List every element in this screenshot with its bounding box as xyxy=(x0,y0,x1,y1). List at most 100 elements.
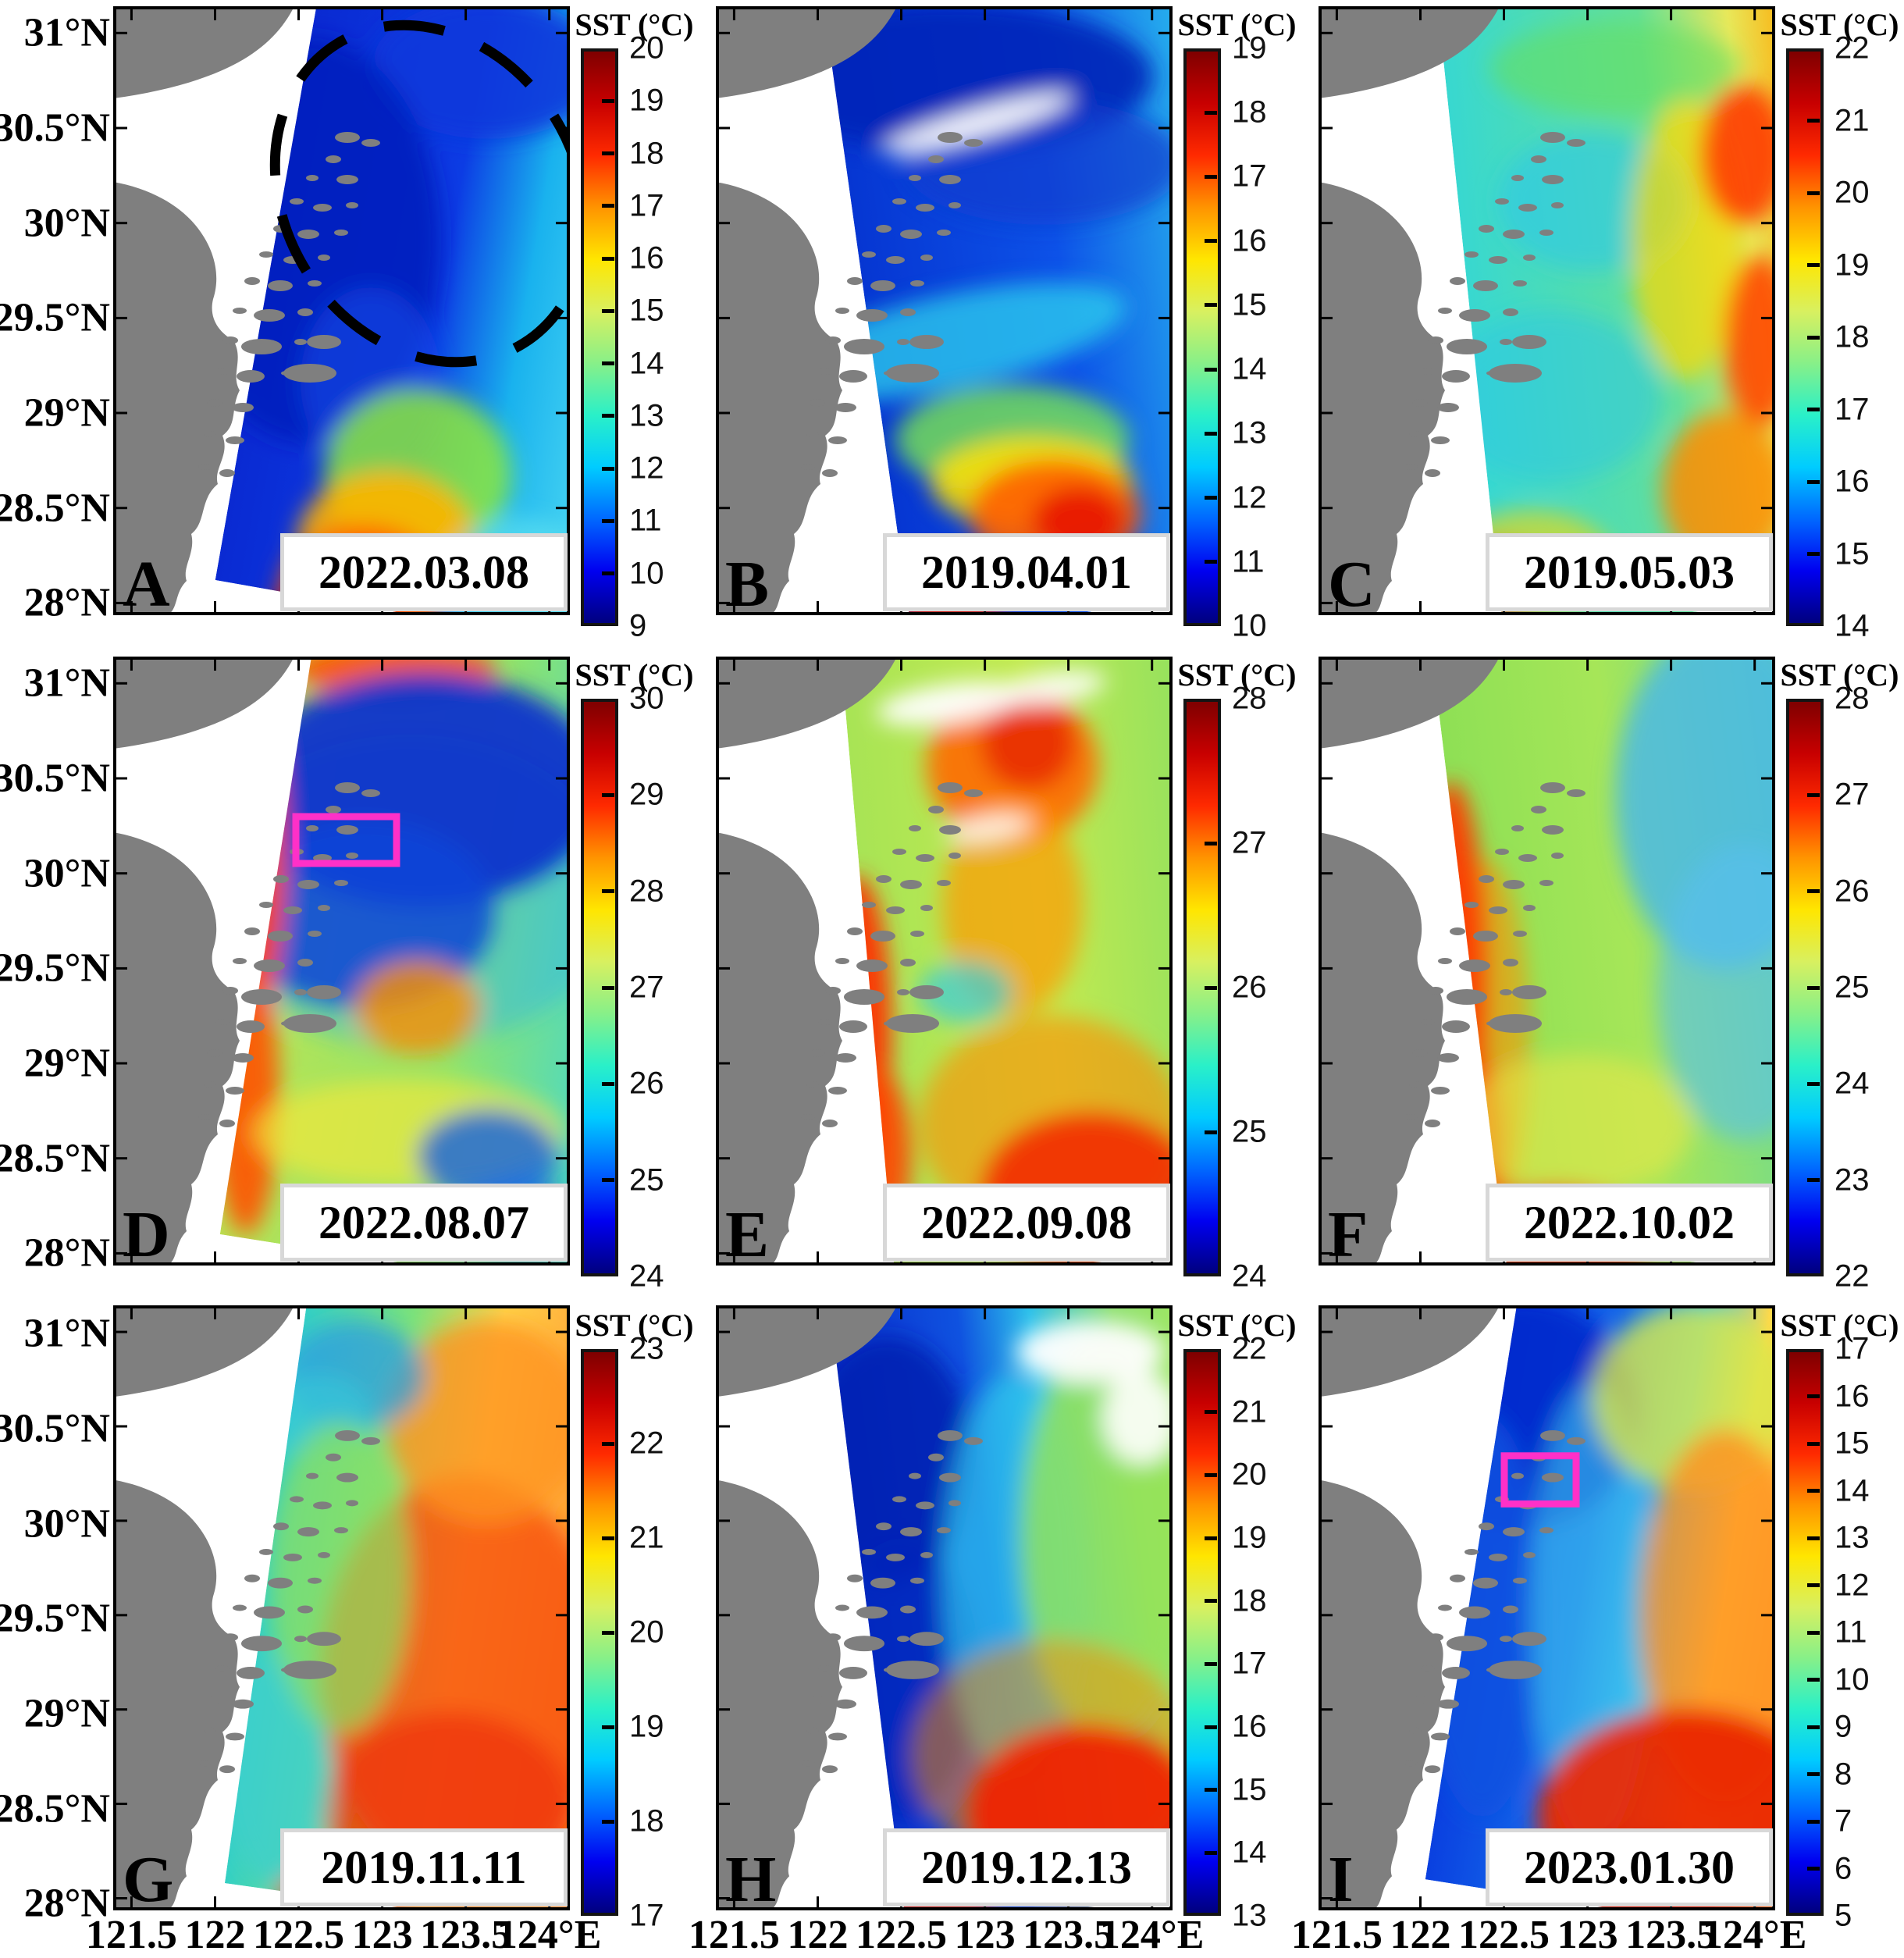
map-area: H 2019.12.13 121.5 122 122.5 123 123.5 124°E xyxy=(689,1301,1204,1957)
colorbar-tick-label: 22 xyxy=(1835,30,1870,66)
colorbar-bar: 23 22 21 20 19 18 17 xyxy=(581,1332,664,1933)
colorbar-tick xyxy=(1807,408,1820,411)
colorbar-tick-label: 9 xyxy=(629,608,647,643)
colorbar-tick-label: 15 xyxy=(1232,287,1267,322)
colorbar-tick-label: 17 xyxy=(1835,392,1870,426)
colorbar-tick-label: 21 xyxy=(1835,103,1870,137)
colorbar-tick-label: 11 xyxy=(629,503,662,538)
colorbar-tick-label: 19 xyxy=(1835,247,1870,282)
colorbar-tick xyxy=(602,985,614,990)
map-border xyxy=(1319,6,1775,615)
date-label: 2022.03.08 xyxy=(319,546,529,598)
colorbar-tick xyxy=(1807,1081,1820,1086)
colorbar-tick-label: 20 xyxy=(629,30,664,66)
colorbar-tick-label: 29 xyxy=(629,777,664,812)
sst-map: D 2022.08.07 xyxy=(113,657,570,1271)
map-area: G 2019.11.11 121.5 122 122.5 123 123.5 124°E xyxy=(86,1301,601,1957)
y-axis-labels: 31°N 30.5°N 30°N 29.5°N 29°N 28.5°N 28°N xyxy=(0,0,113,650)
map-border xyxy=(113,1305,570,1910)
y-tick-label: 30.5°N xyxy=(0,105,110,151)
colorbar-bar: 28 27 26 25 24 23 22 xyxy=(1786,682,1870,1294)
islands xyxy=(801,132,983,477)
colorbar-tick-label: 22 xyxy=(1232,1331,1267,1366)
dashed-ellipse-annotation xyxy=(269,20,570,368)
colorbar-tick xyxy=(602,792,614,797)
colorbar-tick-label: 26 xyxy=(629,1066,664,1101)
colorbar-title: SST (°C) xyxy=(1177,657,1297,692)
panel-letter: D xyxy=(123,1198,170,1271)
colorbar-tick-label: 20 xyxy=(629,1614,664,1650)
x-tick-label: 124°E xyxy=(1702,1913,1807,1957)
colorbar-tick-label: 24 xyxy=(1835,1066,1870,1101)
colorbar-tick-label: 10 xyxy=(629,556,664,591)
colorbar-tick-label: 22 xyxy=(629,1426,664,1461)
colorbar-tick xyxy=(1807,1583,1820,1587)
colorbar-tick-label: 18 xyxy=(629,1803,664,1839)
colorbar-tick xyxy=(602,98,614,103)
colorbar: SST (°C) 22 21 20 19 18 17 16 15 14 xyxy=(1775,0,1904,650)
panel-letter: H xyxy=(725,1842,777,1916)
colorbar-tick-label: 14 xyxy=(1232,351,1267,386)
colorbar-tick-label: 13 xyxy=(1232,415,1267,450)
x-tick-label: 124°E xyxy=(1099,1913,1205,1957)
colorbar-tick-label: 16 xyxy=(629,240,664,276)
colorbar-tick-label: 13 xyxy=(629,398,664,433)
sst-map: H 2019.12.13 xyxy=(716,1305,1173,1916)
colorbar-tick-label: 17 xyxy=(1835,1331,1870,1366)
x-tick-label: 122 xyxy=(787,1913,849,1957)
colorbar-tick xyxy=(1807,335,1820,340)
land-mainland xyxy=(716,832,842,1266)
colorbar-tick-label: 10 xyxy=(1232,608,1267,643)
date-label-box: 2019.11.11 xyxy=(280,1828,568,1906)
colorbar-tick-label: 27 xyxy=(1232,825,1267,860)
colorbar-tick-label: 15 xyxy=(1232,1772,1267,1807)
colorbar: SST (°C) 22 21 20 19 18 17 16 15 14 13 xyxy=(1173,1301,1301,1952)
date-label-box: 2022.09.08 xyxy=(883,1184,1170,1262)
islands xyxy=(198,132,380,477)
map-area: A 2022.03.08 xyxy=(113,0,570,650)
colorbar-tick-label: 16 xyxy=(1232,1709,1267,1744)
map-border xyxy=(1319,1305,1775,1910)
y-tick-label: 29°N xyxy=(23,1691,110,1736)
colorbar-tick-label: 11 xyxy=(1835,1614,1867,1650)
colorbar-tick xyxy=(1807,985,1820,990)
islands xyxy=(198,1429,380,1774)
colorbar-tick-label: 17 xyxy=(629,188,664,223)
y-tick-label: 30.5°N xyxy=(0,1406,110,1451)
islands xyxy=(801,1429,983,1774)
colorbar-tick-label: 30 xyxy=(629,681,664,716)
x-tick-label: 123.5 xyxy=(1625,1913,1717,1957)
colorbar-bar: 20 19 18 17 16 15 14 13 12 11 10 9 xyxy=(581,31,664,643)
colorbar-tick xyxy=(1205,239,1217,244)
colorbar-tick xyxy=(1807,889,1820,894)
panel-letter: B xyxy=(725,547,770,621)
colorbar-tick xyxy=(1205,1472,1217,1477)
colorbar-tick-label: 13 xyxy=(1835,1520,1870,1555)
colorbar-tick-label: 12 xyxy=(629,450,664,486)
colorbar-title: SST (°C) xyxy=(575,657,694,692)
islands xyxy=(1404,132,1585,477)
colorbar-tick xyxy=(602,1081,614,1086)
map-border xyxy=(113,6,570,615)
colorbar-tick-label: 19 xyxy=(629,1709,664,1744)
date-label-box: 2023.01.30 xyxy=(1486,1828,1773,1906)
y-tick-label: 28°N xyxy=(23,580,110,625)
land-north xyxy=(1319,657,1500,749)
map-border xyxy=(716,6,1173,615)
land-mainland xyxy=(113,832,240,1266)
map-area: D 2022.08.07 xyxy=(113,650,570,1301)
colorbar-tick-label: 17 xyxy=(629,1898,664,1933)
colorbar-tick xyxy=(1807,119,1820,123)
colorbar-title: SST (°C) xyxy=(575,1308,694,1343)
date-label: 2022.09.08 xyxy=(921,1196,1132,1248)
colorbar-tick xyxy=(1807,1630,1820,1635)
colorbar-tick xyxy=(1205,1725,1217,1729)
y-tick-label: 30°N xyxy=(23,201,110,246)
date-label: 2019.12.13 xyxy=(921,1841,1132,1893)
colorbar-tick xyxy=(1205,367,1217,372)
colorbar-tick xyxy=(602,256,614,261)
colorbar-tick xyxy=(602,1630,614,1635)
y-tick-label: 28°N xyxy=(23,1881,110,1926)
colorbar-tick-label: 14 xyxy=(1835,1473,1870,1508)
